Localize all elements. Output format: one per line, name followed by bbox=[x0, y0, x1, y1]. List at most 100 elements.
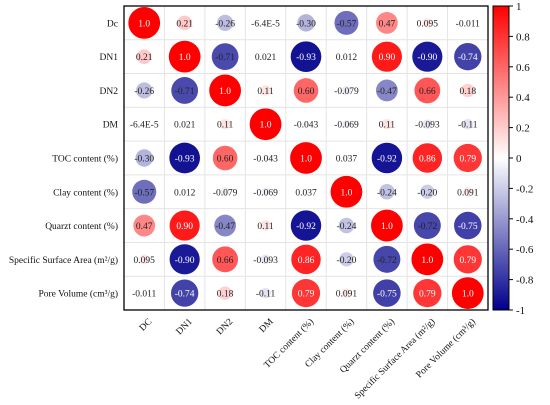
correlation-value-label: -0.26 bbox=[215, 19, 235, 29]
correlation-circle bbox=[265, 22, 267, 24]
correlation-value-label: -0.75 bbox=[377, 290, 397, 300]
correlation-circle bbox=[462, 186, 473, 197]
correlation-value-label: 0.091 bbox=[336, 290, 358, 300]
correlation-value-label: 0.66 bbox=[217, 256, 234, 266]
row-label: TOC content (%) bbox=[52, 154, 118, 165]
correlation-value-label: 1.0 bbox=[138, 19, 150, 29]
correlation-circle bbox=[371, 209, 403, 242]
correlation-circle bbox=[371, 41, 402, 72]
colorbar-tick-label: 0 bbox=[516, 153, 522, 165]
correlation-value-label: -0.90 bbox=[175, 256, 195, 266]
colorbar-tick-label: 0.4 bbox=[516, 92, 530, 104]
correlation-value-label: -0.74 bbox=[175, 290, 195, 300]
correlation-value-label: -0.92 bbox=[296, 222, 316, 232]
correlation-circle bbox=[177, 15, 192, 31]
row-labels: Dc DN1 DN2 DM TOC content (%) Clay content (%… bbox=[9, 19, 119, 299]
colorbar-tick-label: 0.8 bbox=[516, 31, 530, 43]
correlation-circle bbox=[371, 142, 403, 174]
correlation-circle bbox=[375, 11, 398, 34]
correlation-circle bbox=[182, 121, 187, 127]
correlation-circle bbox=[466, 21, 470, 25]
correlation-value-label: 1.0 bbox=[219, 87, 231, 97]
grid-lines bbox=[124, 6, 488, 310]
colorbar-tick-label: -0.2 bbox=[516, 183, 533, 195]
correlation-value-label: 0.79 bbox=[298, 290, 315, 300]
correlation-circle bbox=[260, 287, 271, 299]
correlation-circle bbox=[290, 142, 322, 174]
correlation-circle bbox=[142, 291, 146, 295]
correlation-circle bbox=[339, 252, 354, 267]
correlation-circle bbox=[169, 210, 200, 241]
correlation-value-label: 0.037 bbox=[336, 155, 358, 165]
correlation-circle bbox=[290, 210, 322, 241]
correlation-value-label: 0.79 bbox=[459, 256, 476, 266]
colorbar-tick-label: -0.6 bbox=[516, 244, 534, 256]
row-label: Pore Volume (cm³/g) bbox=[38, 289, 118, 300]
correlation-circle bbox=[375, 79, 398, 102]
correlation-value-label: 0.037 bbox=[295, 188, 317, 198]
correlation-circle bbox=[261, 187, 270, 196]
correlation-value-label: -0.71 bbox=[175, 87, 195, 97]
correlation-value-label: 0.21 bbox=[176, 19, 193, 29]
row-label: Quarzt content (%) bbox=[45, 221, 118, 232]
correlation-circle bbox=[135, 149, 153, 167]
correlation-circle bbox=[381, 118, 393, 130]
correlation-circle bbox=[209, 74, 241, 107]
correlation-value-label: -0.079 bbox=[334, 87, 359, 97]
correlation-value-label: 0.18 bbox=[217, 290, 234, 300]
correlation-value-label: 0.11 bbox=[217, 121, 234, 131]
correlation-circle bbox=[379, 183, 395, 200]
column-label: DN2 bbox=[215, 317, 235, 337]
correlation-value-label: 1.0 bbox=[381, 222, 393, 232]
correlation-circle bbox=[217, 14, 234, 31]
correlation-marks: 1.0 0.21 -0.26 -6.4E-5 -0.30 -0.57 0.47 0.095 -0… bbox=[128, 7, 484, 309]
correlation-circle bbox=[341, 288, 352, 298]
correlation-value-label: 0.021 bbox=[255, 53, 277, 63]
colorbar-tick-label: 1 bbox=[516, 1, 522, 13]
correlation-value-label: -0.93 bbox=[296, 53, 316, 63]
correlation-circle bbox=[136, 49, 152, 64]
correlation-value-label: -0.20 bbox=[337, 256, 357, 266]
correlation-value-label: -0.57 bbox=[337, 19, 357, 29]
correlation-value-label: -0.20 bbox=[417, 188, 437, 198]
correlation-circle bbox=[220, 187, 230, 197]
correlation-circle bbox=[136, 82, 153, 99]
correlation-value-label: -0.043 bbox=[294, 121, 319, 131]
correlation-value-label: -0.069 bbox=[334, 121, 359, 131]
row-label: DN1 bbox=[100, 53, 119, 63]
correlation-value-label: 0.47 bbox=[379, 19, 396, 29]
correlation-value-label: 0.21 bbox=[136, 53, 153, 63]
correlation-circle bbox=[133, 214, 156, 237]
correlation-circle bbox=[214, 214, 237, 237]
correlation-value-label: 1.0 bbox=[421, 256, 433, 266]
correlation-circle bbox=[341, 85, 351, 95]
correlation-circle bbox=[344, 54, 349, 59]
correlation-value-label: 1.0 bbox=[179, 53, 191, 63]
correlation-circle bbox=[169, 142, 200, 174]
correlation-circle bbox=[302, 120, 310, 128]
colorbar-tick-label: 0.6 bbox=[516, 62, 530, 74]
correlation-value-label: -0.093 bbox=[415, 121, 440, 131]
row-label: Clay content (%) bbox=[53, 187, 118, 198]
colorbar-tick-label: -0.8 bbox=[516, 275, 534, 287]
correlation-value-label: -0.24 bbox=[377, 188, 397, 198]
correlation-circle bbox=[168, 40, 201, 73]
correlation-value-label: 0.66 bbox=[419, 87, 436, 97]
correlation-circle bbox=[260, 220, 271, 231]
correlation-value-label: 1.0 bbox=[341, 188, 353, 198]
correlation-value-label: 0.60 bbox=[298, 87, 315, 97]
correlation-value-label: 0.47 bbox=[136, 222, 153, 232]
correlation-circle bbox=[260, 85, 271, 96]
correlation-value-label: 0.11 bbox=[257, 87, 274, 97]
column-label: DN1 bbox=[175, 317, 195, 337]
correlation-circle bbox=[262, 154, 269, 162]
row-label: DM bbox=[103, 121, 119, 131]
correlation-circle bbox=[451, 277, 484, 309]
correlation-value-label: 0.86 bbox=[298, 256, 315, 266]
correlation-circle bbox=[291, 278, 321, 308]
correlation-circle bbox=[219, 118, 231, 130]
correlation-value-label: -6.4E-5 bbox=[251, 19, 280, 29]
correlation-circle bbox=[453, 245, 482, 274]
correlation-value-label: 0.095 bbox=[134, 256, 156, 266]
correlation-value-label: -0.26 bbox=[134, 87, 154, 97]
